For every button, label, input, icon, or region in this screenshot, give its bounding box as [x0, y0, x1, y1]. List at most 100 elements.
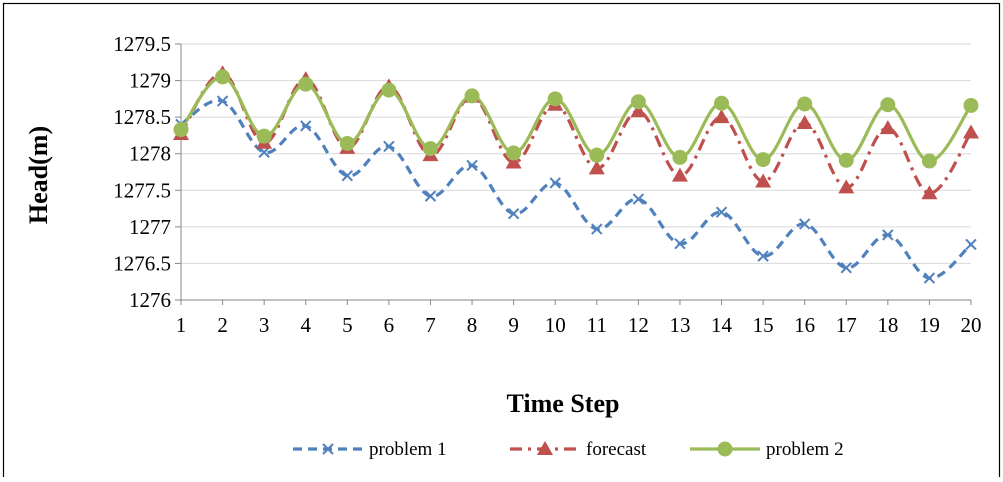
y-tick-label: 1276: [129, 288, 171, 312]
x-tick-label: 13: [669, 313, 690, 337]
marker-x-stroke: [882, 229, 894, 241]
x-tick-label: 2: [217, 313, 228, 337]
data-point-problem-1: [424, 190, 437, 202]
data-point-forecast: [671, 167, 688, 182]
data-point-problem-1: [757, 250, 769, 262]
y-tick-label: 1277.5: [113, 178, 171, 202]
data-point-problem-2: [339, 135, 355, 151]
data-point-problem-1: [341, 169, 354, 182]
data-point-problem-2: [630, 94, 646, 110]
x-tick-label: 19: [919, 313, 940, 337]
marker-x-stroke: [757, 250, 769, 262]
data-point-problem-2: [506, 145, 522, 161]
legend-entry-problem-2: problem 2: [690, 439, 844, 460]
axes: [175, 43, 972, 305]
data-point-forecast: [921, 185, 938, 200]
data-point-forecast: [630, 103, 647, 118]
data-point-problem-2: [797, 96, 813, 112]
x-tick-label: 14: [711, 313, 733, 337]
marker-x-stroke: [549, 177, 561, 189]
data-point-problem-2: [173, 122, 189, 138]
x-tick-label: 5: [342, 313, 353, 337]
y-tick-label: 1278: [129, 142, 171, 166]
data-point-problem-2: [963, 97, 979, 113]
marker-x-stroke: [300, 120, 312, 132]
data-point-problem-1: [591, 223, 603, 235]
x-tick-label: 4: [300, 313, 311, 337]
data-point-forecast: [963, 124, 979, 139]
x-tick-label: 1: [176, 313, 187, 337]
data-point-problem-1: [965, 238, 977, 251]
series-line-problem-2: [179, 75, 973, 163]
series-layer: [179, 71, 973, 280]
data-point-problem-2: [381, 82, 397, 98]
marker-x-stroke: [840, 262, 852, 274]
x-tick-label: 11: [587, 313, 607, 337]
x-axis-title: Time Step: [507, 389, 620, 418]
marker-x-stroke: [216, 95, 229, 107]
data-point-problem-1: [923, 272, 936, 284]
x-tick-label: 17: [836, 313, 857, 337]
data-point-problem-2: [547, 91, 563, 107]
data-point-problem-1: [632, 193, 645, 205]
marker-x-stroke: [923, 272, 936, 284]
data-point-problem-2: [464, 88, 480, 104]
data-point-problem-2: [755, 152, 771, 168]
data-point-forecast: [796, 114, 813, 129]
data-point-problem-2: [256, 128, 272, 144]
marker-x-stroke: [322, 443, 334, 455]
legend-swatch-marker: [322, 443, 334, 455]
marker-x-stroke: [674, 237, 686, 250]
data-point-problem-1: [216, 95, 229, 107]
marker-x-stroke: [591, 223, 603, 235]
legend-swatch-marker: [717, 441, 733, 457]
legend-entry-forecast: forecast: [510, 439, 647, 460]
x-tick-label: 18: [877, 313, 898, 337]
data-point-problem-2: [880, 97, 896, 113]
marker-x-stroke: [798, 218, 811, 230]
legend-label: forecast: [586, 439, 647, 460]
y-tick-label: 1277: [129, 215, 171, 239]
data-point-problem-1: [258, 146, 270, 158]
legend-label: problem 1: [369, 439, 447, 460]
marker-x-stroke: [632, 193, 645, 205]
data-point-forecast: [838, 179, 855, 194]
data-point-problem-2: [921, 153, 937, 169]
y-tick-label: 1276.5: [113, 251, 171, 275]
x-tick-label: 12: [628, 313, 649, 337]
y-tick-label: 1279: [129, 69, 171, 93]
y-tick-label: 1279.5: [113, 32, 171, 56]
data-point-problem-2: [589, 147, 605, 163]
x-tick-label: 7: [425, 313, 436, 337]
y-tick-label: 1278.5: [113, 105, 171, 129]
data-point-problem-2: [714, 95, 730, 111]
series-line-forecast: [179, 71, 973, 195]
marker-x-stroke: [466, 159, 478, 172]
data-point-forecast: [755, 173, 772, 188]
legend-label: problem 2: [766, 439, 844, 460]
data-point-problem-1: [798, 218, 811, 230]
x-tick-label: 16: [794, 313, 815, 337]
x-tick-label: 6: [384, 313, 395, 337]
data-point-problem-1: [882, 229, 894, 241]
marker-x-stroke: [507, 207, 520, 220]
legend-entry-problem-1: problem 1: [293, 439, 447, 460]
data-point-problem-2: [215, 69, 231, 85]
y-axis-title: Head(m): [24, 126, 53, 224]
data-point-problem-1: [300, 120, 312, 132]
data-point-problem-1: [383, 140, 395, 153]
x-tick-label: 15: [753, 313, 774, 337]
data-point-forecast: [588, 160, 605, 175]
series-line-problem-1: [180, 98, 973, 280]
data-point-problem-1: [549, 177, 561, 189]
data-point-problem-1: [840, 262, 852, 274]
x-tick-label: 9: [508, 313, 519, 337]
marker-x-stroke: [341, 169, 354, 182]
marker-x-stroke: [965, 238, 977, 251]
marker-layer: [173, 65, 979, 284]
data-point-problem-1: [466, 159, 478, 172]
data-point-forecast: [879, 120, 896, 135]
